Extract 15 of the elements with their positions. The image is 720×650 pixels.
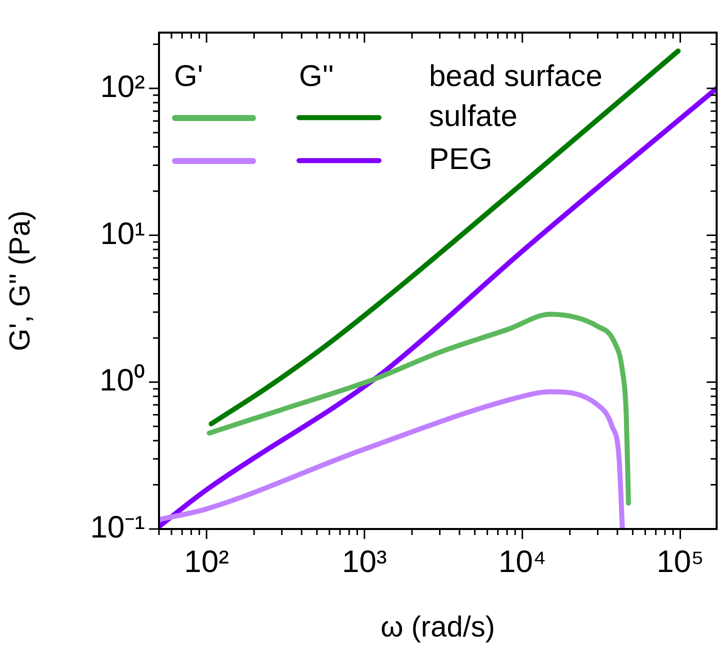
annotation: G': [174, 60, 204, 93]
annotation: bead surface: [429, 60, 602, 93]
x-tick-label: 10³: [342, 544, 387, 580]
legend-label: PEG: [429, 142, 492, 176]
y-tick-label: 10²: [100, 68, 145, 104]
y-tick-label: 10¹: [100, 216, 145, 251]
x-tick-label: 10⁴: [498, 544, 546, 580]
legend-label: sulfate: [429, 100, 518, 133]
y-tick-label: 10⁰: [100, 362, 145, 398]
x-tick-label: 10²: [184, 544, 229, 580]
y-axis-title: G', G'' (Pa): [4, 210, 36, 352]
x-tick-label: 10⁵: [656, 544, 704, 580]
annotation: G'': [299, 60, 334, 93]
x-axis-title: ω (rad/s): [380, 612, 496, 644]
y-tick-label: 10⁻¹: [90, 510, 145, 545]
